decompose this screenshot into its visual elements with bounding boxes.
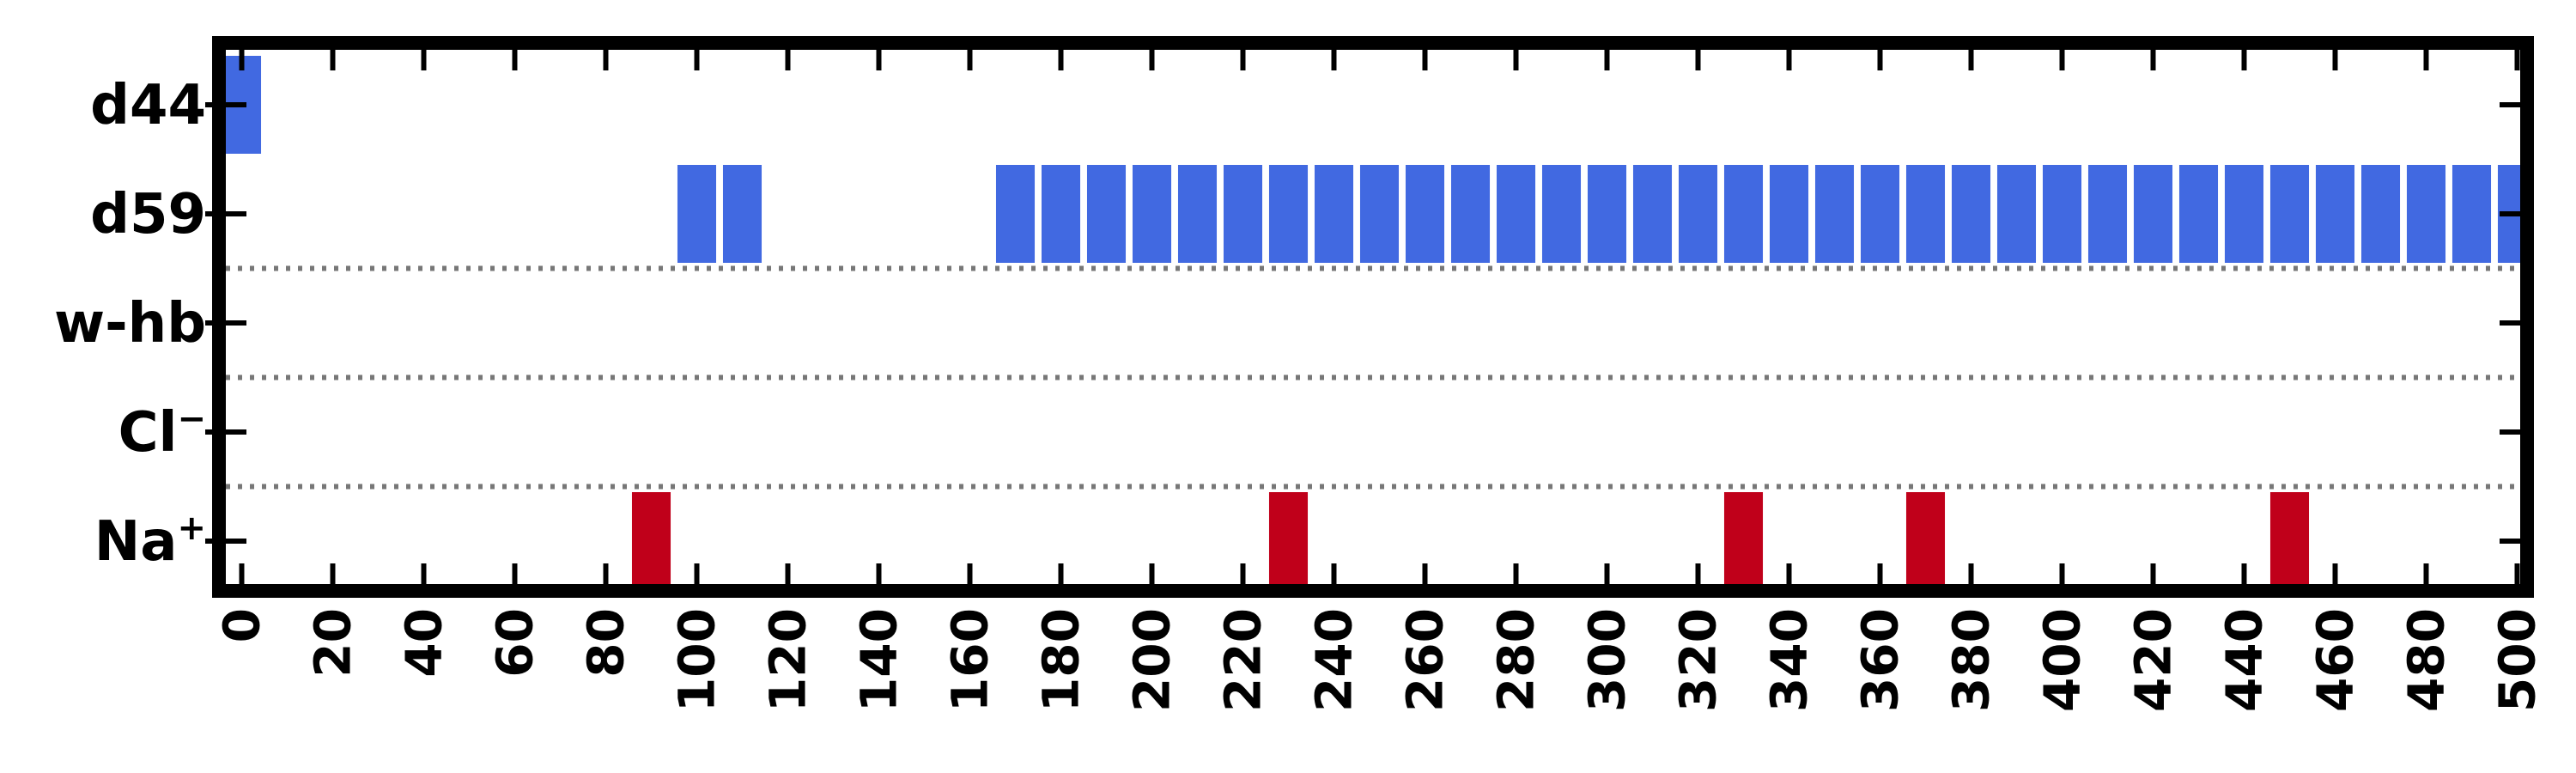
event-bar-d59-14 — [1541, 165, 1582, 263]
event-bar-d59-9 — [1314, 165, 1354, 263]
x-tick-label-220: 220 — [1214, 608, 1273, 712]
y-label-d59: d59 — [90, 183, 206, 247]
event-bar-d59-2 — [995, 165, 1036, 263]
event-bar-d59-11 — [1405, 165, 1445, 263]
row-separators — [226, 265, 2520, 490]
x-tick-label-120: 120 — [759, 608, 817, 712]
event-bar-d59-20 — [1814, 165, 1855, 263]
x-tick-labels: 0 20 40 60 80 100 120 140 160 180 200 220 240 260 280 3… — [213, 608, 2547, 712]
x-tick-label-80: 80 — [577, 608, 635, 678]
event-bar-d59-8 — [1268, 165, 1309, 263]
event-bar-d59-6 — [1177, 165, 1218, 263]
x-tick-label-300: 300 — [1578, 608, 1637, 712]
event-bar-na-0 — [631, 492, 671, 590]
event-bar-d59-34 — [2451, 165, 2492, 263]
event-bars — [226, 56, 2520, 590]
y-label-superscript: + — [177, 508, 206, 548]
x-tick-label-200: 200 — [1123, 608, 1182, 712]
event-bar-d59-1 — [722, 165, 762, 263]
event-bar-d59-12 — [1450, 165, 1491, 263]
event-bar-d59-10 — [1359, 165, 1400, 263]
event-bar-d59-24 — [1996, 165, 2037, 263]
x-tick-label-460: 460 — [2306, 608, 2365, 712]
x-tick-label-0: 0 — [213, 608, 271, 642]
x-tick-label-280: 280 — [1487, 608, 1546, 712]
event-bar-d59-15 — [1587, 165, 1627, 263]
x-tick-label-480: 480 — [2397, 608, 2456, 712]
event-bar-d59-7 — [1223, 165, 1263, 263]
event-bar-d59-23 — [1951, 165, 1991, 263]
x-tick-label-320: 320 — [1669, 608, 1728, 712]
x-tick-label-360: 360 — [1851, 608, 1910, 712]
event-bar-d59-17 — [1678, 165, 1718, 263]
event-bar-na-3 — [1905, 492, 1946, 590]
x-tick-label-40: 40 — [395, 608, 453, 678]
event-bar-d59-30 — [2269, 165, 2310, 263]
event-bar-d59-28 — [2178, 165, 2219, 263]
x-tick-label-420: 420 — [2124, 608, 2183, 712]
event-bar-d59-16 — [1632, 165, 1673, 263]
event-bar-na-2 — [1723, 492, 1764, 590]
y-label-whb: w-hb — [54, 292, 206, 356]
event-bar-d59-18 — [1723, 165, 1764, 263]
event-bar-d59-31 — [2315, 165, 2355, 263]
event-bar-d59-0 — [677, 165, 717, 263]
event-bar-d59-25 — [2042, 165, 2082, 263]
y-label-d44: d44 — [90, 74, 206, 137]
event-bar-d59-19 — [1769, 165, 1809, 263]
plot-frame — [212, 36, 2534, 598]
x-tick-label-140: 140 — [850, 608, 908, 712]
event-bar-d59-21 — [1860, 165, 1900, 263]
event-bar-d59-4 — [1086, 165, 1127, 263]
y-label-superscript: − — [177, 399, 206, 439]
x-tick-label-380: 380 — [1942, 608, 2001, 712]
event-bar-d59-32 — [2360, 165, 2401, 263]
event-bar-na-4 — [2269, 492, 2310, 590]
event-bar-d59-33 — [2406, 165, 2446, 263]
event-bar-d59-13 — [1496, 165, 1536, 263]
x-tick-label-240: 240 — [1305, 608, 1364, 712]
event-bar-d59-22 — [1905, 165, 1946, 263]
x-tick-label-500: 500 — [2488, 608, 2547, 712]
x-tick-label-340: 340 — [1760, 608, 1819, 712]
x-tick-label-260: 260 — [1396, 608, 1455, 712]
event-bar-d59-27 — [2133, 165, 2173, 263]
event-bar-d59-3 — [1041, 165, 1081, 263]
x-tick-label-400: 400 — [2033, 608, 2092, 712]
x-tick-label-100: 100 — [668, 608, 726, 712]
x-tick-label-160: 160 — [941, 608, 999, 712]
event-bar-d59-5 — [1132, 165, 1172, 263]
x-tick-label-180: 180 — [1032, 608, 1091, 712]
x-tick-label-20: 20 — [304, 608, 362, 678]
event-bar-d59-26 — [2087, 165, 2128, 263]
x-tick-label-440: 440 — [2215, 608, 2274, 712]
event-bar-na-1 — [1268, 492, 1309, 590]
event-bar-d59-29 — [2224, 165, 2264, 263]
x-tick-label-60: 60 — [486, 608, 544, 678]
